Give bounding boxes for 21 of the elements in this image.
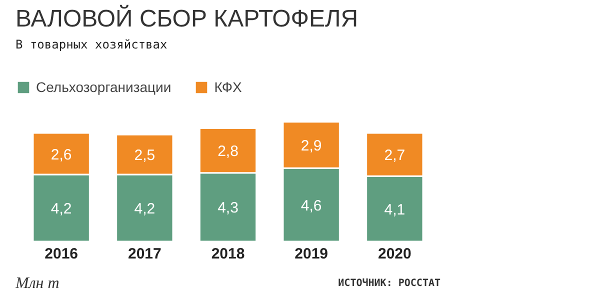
- data-label: 2,7: [384, 147, 406, 164]
- text: Млн т: [14, 275, 60, 292]
- data-label: 2,9: [300, 138, 322, 155]
- x-tick-label: 2020: [378, 246, 412, 262]
- data-label: 4,2: [50, 200, 72, 218]
- data-label: 4,6: [300, 197, 322, 214]
- x-tick-label: 2018: [211, 246, 245, 262]
- x-tick-label: 2017: [128, 246, 162, 262]
- data-label: 2,6: [50, 146, 72, 164]
- data-label: 2,5: [134, 147, 156, 164]
- data-label: 2,8: [218, 143, 238, 160]
- legend-label: Сельхозорганизации: [36, 79, 172, 95]
- chart-subtitle: В товарных хозяйствах: [16, 38, 168, 52]
- data-label: 4,1: [384, 201, 406, 218]
- legend-label: КФХ: [214, 79, 242, 95]
- x-tick-label: 2019: [294, 246, 328, 262]
- data-label: 4,2: [134, 200, 156, 218]
- x-tick-label: 2016: [44, 246, 78, 262]
- text: ИСТОЧНИК: РОССТАТ: [338, 278, 441, 289]
- data-label: 4,3: [218, 200, 238, 217]
- chart-title: ВАЛОВОЙ СБОР КАРТОФЕЛЯ: [16, 4, 358, 32]
